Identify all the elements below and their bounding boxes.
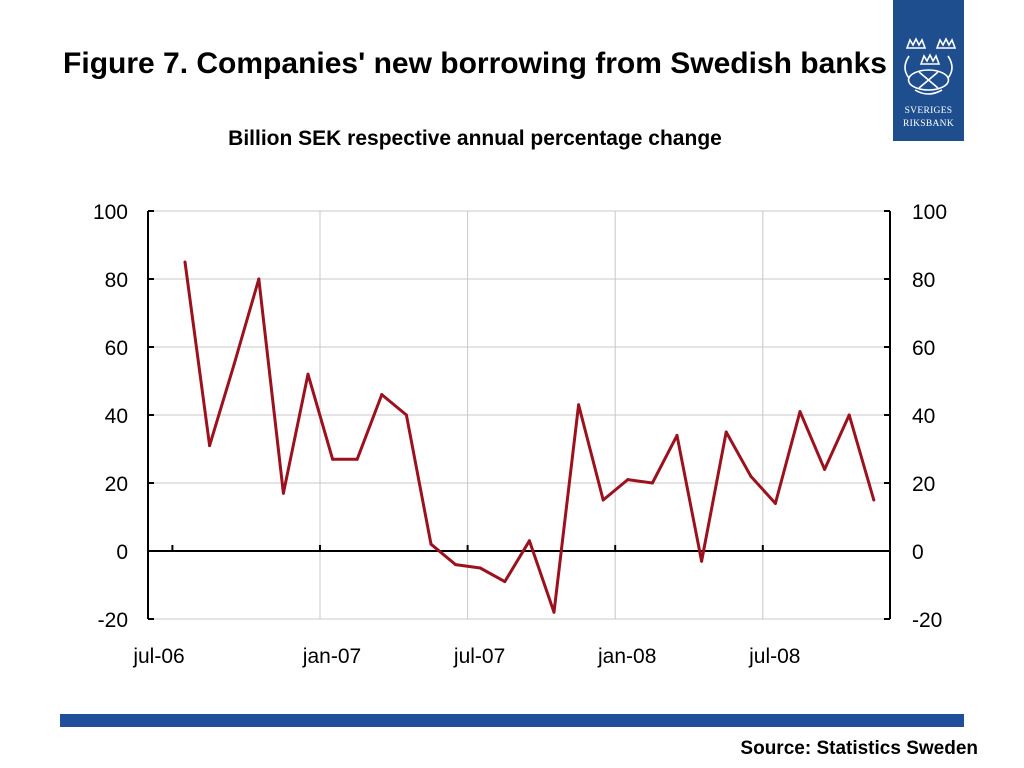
logo-text-line1: SVERIGES [904, 106, 953, 116]
right-y-tick-label: -20 [912, 609, 942, 632]
right-y-tick-label: 80 [912, 269, 935, 292]
left-y-tick-label: 40 [105, 405, 128, 428]
data-point [577, 403, 581, 407]
data-point [675, 433, 679, 437]
data-point [749, 474, 753, 478]
data-point [404, 413, 408, 417]
source-note: Source: Statistics Sweden [740, 738, 978, 759]
data-point [724, 430, 728, 434]
left-y-tick-label: 20 [105, 473, 128, 496]
data-point [380, 393, 384, 397]
data-point [331, 457, 335, 461]
data-point [626, 478, 630, 482]
riksbank-logo: SVERIGES RIKSBANK [893, 0, 964, 141]
data-point [478, 566, 482, 570]
data-point [429, 542, 433, 546]
data-point [650, 481, 654, 485]
x-tick-label: jul-08 [748, 645, 800, 668]
data-point [355, 457, 359, 461]
left-y-tick-label: -20 [98, 609, 128, 632]
chart-subtitle: Billion SEK respective annual percentage… [228, 127, 722, 150]
x-tick-label: jan-07 [302, 645, 361, 668]
x-tick-label: jul-07 [453, 645, 505, 668]
data-point [847, 413, 851, 417]
data-point [601, 498, 605, 502]
data-point [527, 539, 531, 543]
data-point [798, 410, 802, 414]
data-point [208, 444, 212, 448]
right-y-tick-label: 20 [912, 473, 935, 496]
data-point [823, 467, 827, 471]
logo-text-line2: RIKSBANK [903, 119, 954, 129]
data-point [454, 563, 458, 567]
data-point [503, 580, 507, 584]
data-point [700, 559, 704, 563]
right-y-tick-label: 0 [912, 541, 924, 564]
data-point [183, 260, 187, 264]
bottom-accent-bar [60, 714, 964, 727]
crown-emblem-icon [904, 37, 957, 95]
data-point [281, 491, 285, 495]
left-y-tick-label: 100 [93, 201, 128, 224]
left-y-tick-label: 0 [116, 541, 128, 564]
right-y-tick-label: 100 [912, 201, 947, 224]
x-tick-label: jan-08 [597, 645, 656, 668]
data-point [306, 372, 310, 376]
left-y-tick-label: 60 [105, 337, 128, 360]
right-y-tick-label: 40 [912, 405, 935, 428]
data-point [257, 277, 261, 281]
data-point [773, 501, 777, 505]
data-point [232, 362, 236, 366]
data-point [872, 498, 876, 502]
series-line [183, 261, 876, 614]
x-tick-label: jul-06 [132, 645, 184, 668]
data-point [552, 610, 556, 614]
right-y-tick-label: 60 [912, 337, 935, 360]
left-y-tick-label: 80 [105, 269, 128, 292]
chart-title: Figure 7. Companies' new borrowing from … [63, 47, 887, 80]
